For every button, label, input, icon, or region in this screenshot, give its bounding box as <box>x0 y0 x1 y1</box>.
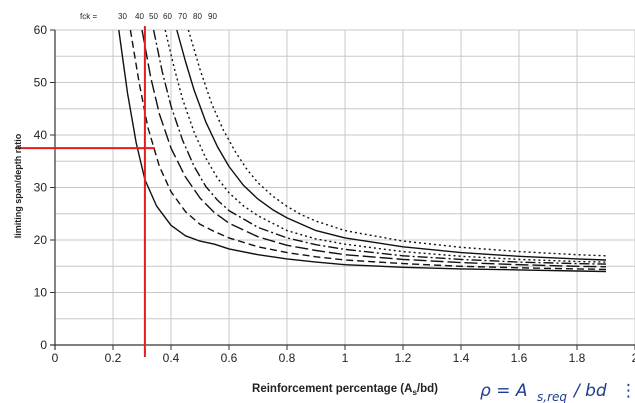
formula-rest: / bd <box>572 381 607 401</box>
x-tick-label: 1 <box>342 351 349 365</box>
curve-fck-60 <box>152 30 607 265</box>
x-tick-label: 1.6 <box>511 351 528 365</box>
curve-label: 30 <box>118 12 127 21</box>
x-tick-label: 1.2 <box>395 351 412 365</box>
x-tick-label: 1.4 <box>453 351 470 365</box>
formula: ρ = A s,req / bd ⋮ <box>480 381 635 403</box>
curve-label-prefix: fck = <box>80 12 97 21</box>
curve-fck-50 <box>141 30 607 268</box>
x-tick-label: 1.8 <box>569 351 586 365</box>
x-tick-label: 0.6 <box>221 351 238 365</box>
formula-subscript: s,req <box>537 390 567 403</box>
curve-label: 60 <box>163 12 172 21</box>
x-axis-title: Reinforcement percentage (As/bd) <box>252 383 438 397</box>
grid-lines <box>54 29 635 346</box>
curve-label: 70 <box>178 12 187 21</box>
y-tick-label: 30 <box>34 181 48 195</box>
x-tick-labels: 0 0.2 0.4 0.6 0.8 1 1.2 1.4 1.6 1.8 2 <box>52 351 635 365</box>
curve-label: 90 <box>208 12 217 21</box>
x-tick-label: 0 <box>52 351 59 365</box>
x-tick-label: 0.8 <box>279 351 296 365</box>
y-tick-label: 10 <box>34 286 48 300</box>
formula-tail: ⋮ <box>620 381 635 401</box>
curves <box>118 30 607 273</box>
x-tick-label: 0.4 <box>163 351 180 365</box>
y-tick-label: 50 <box>34 76 48 90</box>
y-tick-label: 20 <box>34 233 48 247</box>
y-axis-title: limiting span/depth ratio <box>13 133 23 238</box>
formula-rho: ρ = A <box>480 381 527 401</box>
curve-fck-30 <box>118 30 607 273</box>
curve-fck-80 <box>176 30 607 261</box>
x-tick-label: 2 <box>632 351 635 365</box>
curve-fck-40 <box>129 30 607 271</box>
axes <box>50 29 635 350</box>
curve-fck-90 <box>187 30 607 257</box>
y-tick-label: 60 <box>34 23 48 37</box>
x-tick-label: 0.2 <box>105 351 122 365</box>
curve-fck-70 <box>164 30 607 263</box>
y-tick-labels: 0 10 20 30 40 50 60 <box>34 23 48 352</box>
y-tick-label: 40 <box>34 128 48 142</box>
marker-lines <box>15 26 155 357</box>
y-tick-label: 0 <box>40 338 47 352</box>
curve-labels: fck = 30 40 50 60 70 80 90 <box>80 12 217 21</box>
curve-label: 80 <box>193 12 202 21</box>
curve-label: 50 <box>149 12 158 21</box>
curve-label: 40 <box>135 12 144 21</box>
